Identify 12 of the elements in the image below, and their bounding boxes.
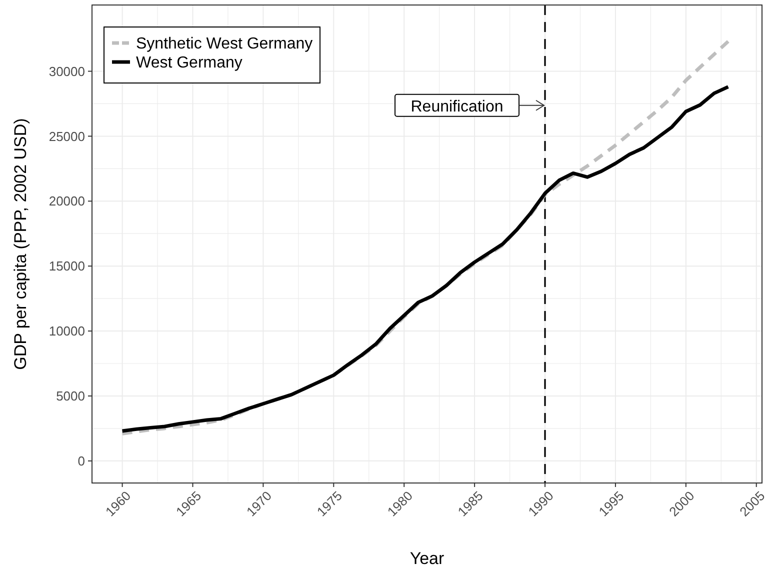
x-axis-title: Year (410, 549, 445, 568)
y-tick-label: 25000 (48, 128, 85, 144)
ref-line-label: Reunification (410, 98, 504, 116)
y-tick-label: 0 (78, 453, 85, 468)
legend-label: Synthetic West Germany (136, 36, 313, 53)
y-tick-label: 5000 (56, 388, 85, 404)
y-tick-label: 15000 (48, 258, 85, 274)
legend-label: West Germany (136, 54, 242, 72)
y-tick-label: 20000 (48, 194, 85, 209)
y-tick-label: 10000 (48, 324, 85, 339)
y-axis-title: GDP per capita (PPP, 2002 USD) (11, 118, 30, 370)
y-tick-label: 30000 (48, 64, 85, 79)
